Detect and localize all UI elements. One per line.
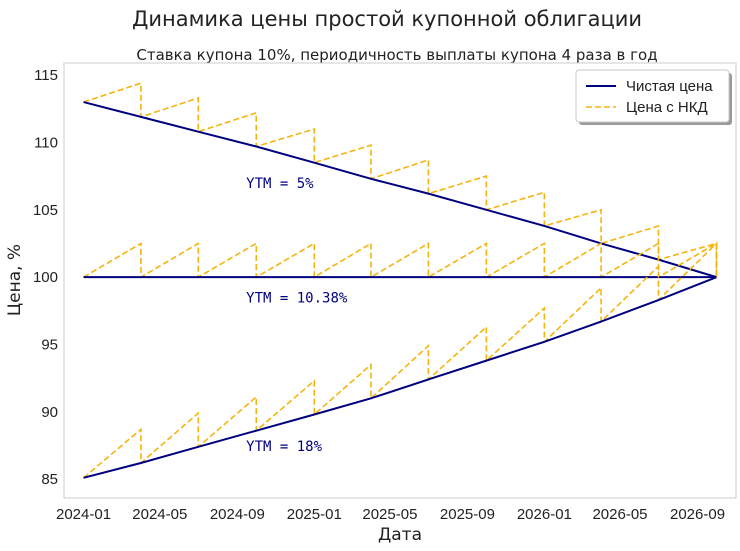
chart-subtitle: Ставка купона 10%, периодичность выплаты… bbox=[136, 46, 657, 64]
y-tick-label: 95 bbox=[41, 336, 58, 353]
legend-dirty-label: Цена с НКД bbox=[626, 99, 708, 116]
plot-area bbox=[63, 62, 737, 499]
x-tick-label: 2026-05 bbox=[592, 506, 647, 523]
y-axis: 85 90 95 100 105 110 115 bbox=[33, 67, 58, 488]
dirty-price-line bbox=[83, 241, 718, 479]
x-axis: 2024-01 2024-05 2024-09 2025-01 2025-05 2025-… bbox=[56, 506, 725, 523]
legend-clean-label: Чистая цена bbox=[626, 78, 713, 95]
chart-title: Динамика цены простой купонной облигации bbox=[132, 7, 642, 31]
dirty-price-line bbox=[83, 242, 718, 279]
x-tick-label: 2024-01 bbox=[56, 506, 111, 523]
legend-box bbox=[575, 69, 730, 123]
legend: Чистая цена Цена с НКД bbox=[575, 69, 732, 125]
y-tick-label: 90 bbox=[41, 404, 58, 421]
clean-price-line bbox=[83, 101, 717, 279]
x-tick-label: 2026-09 bbox=[670, 506, 725, 523]
y-tick-label: 100 bbox=[33, 269, 58, 286]
x-tick-label: 2025-09 bbox=[440, 506, 495, 523]
y-tick-label: 85 bbox=[41, 471, 58, 488]
y-axis-label: Цена, % bbox=[5, 244, 25, 316]
annotation-layer: YTM = 5% YTM = 10.38% YTM = 18% bbox=[246, 176, 348, 455]
x-tick-label: 2026-01 bbox=[517, 506, 572, 523]
x-tick-label: 2024-09 bbox=[210, 506, 265, 523]
ytm-annotation: YTM = 5% bbox=[246, 176, 314, 192]
ytm-annotation: YTM = 10.38% bbox=[246, 291, 348, 307]
y-tick-label: 105 bbox=[33, 202, 58, 219]
y-tick-label: 110 bbox=[34, 134, 58, 151]
ytm-annotation: YTM = 18% bbox=[246, 439, 322, 455]
clean-price-line bbox=[83, 276, 717, 479]
dirty-price-line bbox=[83, 82, 718, 278]
x-tick-label: 2025-05 bbox=[362, 506, 417, 523]
x-axis-label: Дата bbox=[378, 525, 422, 545]
x-tick-label: 2024-05 bbox=[132, 506, 187, 523]
x-tick-label: 2025-01 bbox=[287, 506, 342, 523]
series-layer bbox=[83, 82, 718, 479]
y-tick-label: 115 bbox=[34, 67, 58, 84]
